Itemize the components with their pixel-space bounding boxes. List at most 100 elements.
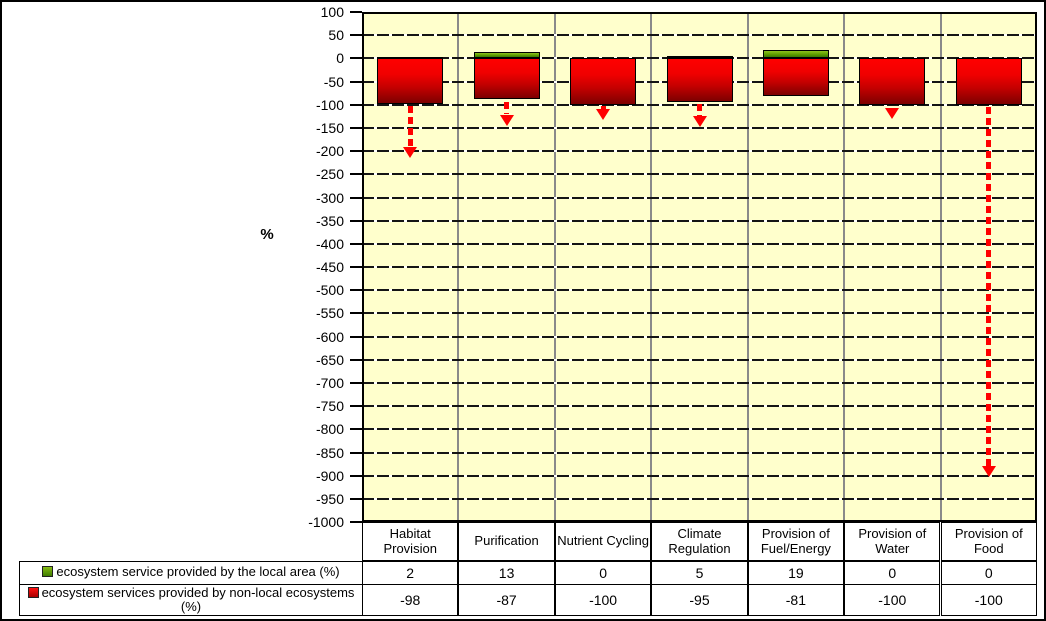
y-axis-tick-label: -1000	[308, 514, 344, 530]
horizontal-gridline	[362, 242, 1037, 245]
y-axis-tick-label: -600	[315, 328, 344, 345]
category-header-0: Habitat Provision	[362, 522, 459, 561]
loss-arrow-head-6	[981, 466, 996, 477]
y-axis-tick	[350, 34, 362, 37]
loss-arrow-line-3	[697, 103, 702, 116]
loss-arrow-head-0	[403, 147, 418, 158]
legend-marker-local-area-icon	[42, 566, 54, 577]
loss-arrow-head-1	[499, 114, 514, 126]
local-value-0: 2	[362, 561, 459, 585]
category-header-4: Provision of Fuel/Energy	[747, 522, 845, 561]
y-axis-tick-label: -800	[315, 421, 344, 438]
y-axis-tick-label: -850	[315, 444, 344, 461]
y-axis-tick	[350, 521, 362, 523]
y-axis-tick	[350, 266, 362, 268]
y-axis-tick	[350, 289, 362, 292]
legend-row-local-area: ecosystem service provided by the local …	[19, 561, 363, 585]
bar-non-local-4	[762, 58, 829, 96]
y-axis-tick-label: -100	[315, 96, 344, 113]
y-axis-tick-label: 100	[320, 4, 344, 20]
y-axis-tick-label: -200	[315, 143, 344, 160]
horizontal-gridline	[362, 173, 1037, 176]
loss-arrow-line-6	[986, 106, 992, 466]
loss-arrow-head-2	[596, 109, 611, 120]
legend-marker-non-local-icon	[27, 587, 39, 598]
legend-label-local-area: ecosystem service provided by the local …	[56, 564, 340, 579]
category-header-3: Climate Regulation	[651, 522, 748, 561]
local-value-4: 19	[747, 561, 845, 585]
y-axis-tick-label: -450	[315, 259, 344, 275]
horizontal-gridline	[362, 196, 1037, 199]
y-axis-tick	[350, 451, 362, 454]
y-axis-tick	[350, 219, 362, 222]
local-value-2: 0	[554, 561, 652, 585]
horizontal-gridline	[362, 335, 1037, 338]
y-axis-tick-label: -400	[315, 235, 344, 252]
y-axis-tick	[350, 196, 362, 199]
y-axis-tick-label: -700	[315, 374, 344, 391]
loss-arrow-line-1	[504, 101, 510, 115]
non-local-value-1: -87	[458, 584, 555, 616]
non-local-value-0: -98	[362, 584, 459, 616]
bar-non-local-1	[473, 58, 540, 99]
local-value-6: 0	[940, 561, 1037, 585]
y-axis-tick-label: 50	[328, 27, 344, 44]
loss-arrow-head-3	[692, 116, 707, 127]
legend-label-non-local: ecosystem services provided by non-local…	[41, 585, 355, 614]
y-axis-tick	[350, 358, 362, 361]
loss-arrow-head-5	[885, 107, 900, 119]
y-axis-tick	[350, 312, 362, 315]
horizontal-gridline	[362, 150, 1037, 153]
y-axis-tick	[350, 335, 362, 338]
horizontal-gridline	[362, 428, 1037, 431]
y-axis-tick	[350, 11, 362, 13]
local-value-3: 5	[651, 561, 748, 585]
horizontal-gridline	[362, 497, 1037, 500]
horizontal-gridline	[362, 126, 1037, 129]
bar-non-local-6	[955, 58, 1022, 105]
y-axis-tick	[350, 381, 362, 384]
category-header-2: Nutrient Cycling	[554, 522, 652, 561]
y-axis-tick-label: -300	[315, 189, 344, 206]
horizontal-gridline	[362, 312, 1037, 315]
horizontal-gridline	[362, 474, 1037, 477]
bar-local-3	[666, 56, 733, 59]
y-axis-title: %	[260, 226, 274, 243]
horizontal-gridline	[362, 405, 1037, 408]
y-axis-tick-label: -750	[315, 398, 344, 415]
non-local-value-6: -100	[940, 584, 1037, 616]
y-axis-tick-label: -250	[315, 166, 344, 183]
y-axis-tick	[350, 405, 362, 408]
y-axis-tick	[350, 173, 362, 176]
loss-arrow-line-2	[600, 106, 606, 109]
y-axis-tick	[350, 242, 362, 245]
non-local-value-5: -100	[844, 584, 941, 616]
horizontal-gridline	[362, 451, 1037, 454]
y-axis-tick-label: 0	[336, 50, 344, 67]
bar-non-local-5	[859, 58, 926, 105]
bar-non-local-3	[666, 58, 733, 103]
y-axis-tick	[350, 474, 362, 477]
y-axis-tick	[350, 126, 362, 129]
y-axis-tick-label: -500	[315, 282, 344, 299]
y-axis-tick	[350, 497, 362, 500]
y-axis-tick	[350, 150, 362, 153]
horizontal-gridline	[362, 266, 1037, 268]
y-axis-tick	[350, 428, 362, 431]
local-value-1: 13	[458, 561, 555, 585]
bar-local-0	[377, 57, 444, 60]
horizontal-gridline	[362, 381, 1037, 384]
non-local-value-3: -95	[651, 584, 748, 616]
y-axis-tick	[350, 80, 362, 83]
bar-non-local-0	[377, 58, 444, 104]
bar-local-1	[473, 52, 540, 59]
y-axis-tick-label: -350	[315, 212, 344, 229]
bar-local-4	[762, 49, 829, 59]
y-axis-tick-label: -900	[315, 467, 344, 484]
legend-row-non-local: ecosystem services provided by non-local…	[19, 584, 363, 616]
category-header-1: Purification	[458, 522, 555, 561]
bar-non-local-2	[570, 58, 637, 105]
y-axis-tick	[350, 103, 362, 106]
horizontal-gridline	[362, 34, 1037, 37]
